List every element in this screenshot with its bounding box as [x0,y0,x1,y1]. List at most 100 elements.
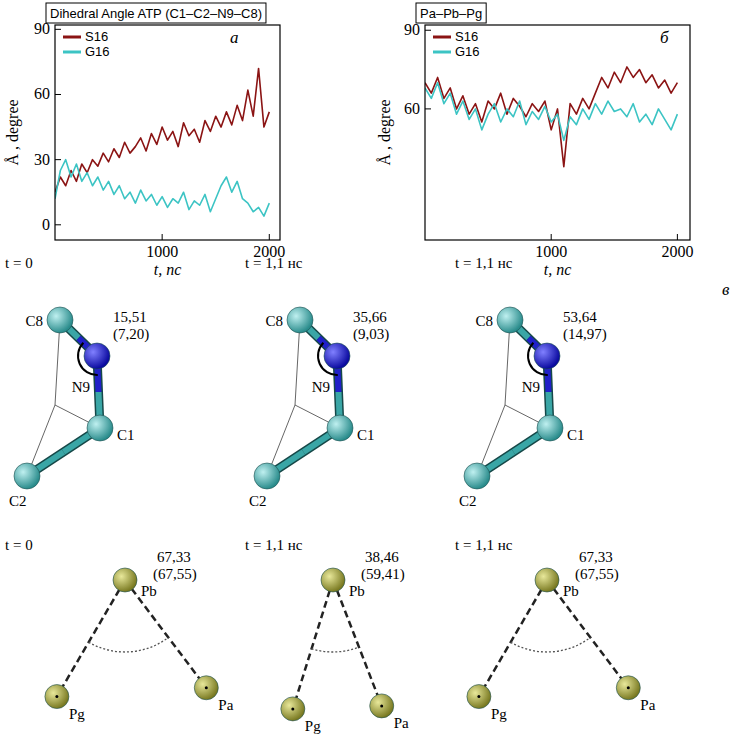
angle-value: 38,46 [365,549,399,565]
y-tick [55,224,61,225]
atom [535,568,559,592]
dihedral-diagram: t = 1,1 нсC8N9C1C253,64(14,97) [455,255,607,509]
title-box [416,3,486,23]
atom [47,307,73,333]
atom-label: N9 [72,379,90,395]
series-line [425,67,677,167]
dihedral-diagram: t = 1,1 нс C8 N9 C1 C2 35,66(9,03) [245,255,389,509]
x-tick [269,234,270,240]
y-tick-label: 0 [42,216,50,233]
time-label: t = 1,1 нс [245,537,303,553]
x-tick-label: 1000 [146,243,178,260]
atom [281,697,305,721]
atom-label: Pa [640,697,655,713]
angle-diagram: t = 0PbPgPa67,33(67,55) [5,537,234,722]
legend-swatch [433,51,451,54]
y-axis-title: Å , degree [376,99,394,165]
atom [327,415,353,441]
y-tick-label: 60 [34,85,50,102]
atom [45,685,69,709]
diagram-panel: вt = 0C8N9C1C215,51(7,20)t = 1,1 нсC8N9C… [5,255,730,734]
atom [497,307,523,333]
atom [616,676,640,700]
y-axis-title: Å , degree [4,99,22,165]
time-label: t = 1,1 нс [455,537,513,553]
atom-label: C8 [475,313,493,329]
atom-label: C2 [459,493,477,509]
angle-value-alt: (14,97) [563,326,607,343]
y-tick [425,108,431,109]
x-tick-label: 2000 [661,243,693,260]
atom-label: C1 [357,427,375,443]
angle-value-alt: (67,55) [575,566,619,583]
series-line [55,160,269,216]
angle-diagram: t = 1,1 нсPbPgPa67,33(67,55) [455,537,656,722]
angle-value: 67,33 [579,549,613,565]
atom [321,568,345,592]
angle-arc [528,343,548,375]
atom-center [205,686,208,689]
angle-value: 67,33 [157,549,191,565]
atom-label: C8 [265,313,283,329]
angle-arc [312,647,359,652]
legend-label: S16 [85,29,108,44]
atom [84,343,110,369]
chart-title: Pa–Pb–Pg [420,6,482,21]
atom-label: Pa [394,715,409,731]
panel-letter: в [722,280,730,299]
atom [537,415,563,441]
chart-title: Dihedral Angle ATP (C1–C2–N9–C8) [50,6,262,21]
plane-line [55,320,100,428]
legend-label: S16 [455,29,478,44]
atom-label: N9 [312,379,330,395]
series-line [425,83,677,141]
atom-center [627,686,630,689]
atom [194,676,218,700]
bond-dashed [293,580,333,709]
bond-dashed [57,580,125,697]
angle-arc [511,637,591,652]
angle-value-alt: (7,20) [113,326,149,343]
bond-dashed [547,580,628,688]
legend-label: G16 [85,44,110,59]
atom-label: C8 [25,313,43,329]
angle-arc [318,343,338,375]
atom [14,463,40,489]
plot-data [55,68,269,216]
plane-line [295,320,340,428]
atom [287,307,313,333]
atom-label: Pb [349,583,365,599]
atom [370,694,394,718]
y-tick [55,94,61,95]
y-tick-label: 60 [404,100,420,117]
angle-diagram: t = 1,1 нсPbPgPa38,46(59,41) [245,537,409,734]
atom-label: C2 [9,493,27,509]
angle-value-alt: (9,03) [353,326,389,343]
atom-label: Pa [218,697,233,713]
atom [467,685,491,709]
angle-value: 35,66 [353,309,387,325]
angle-value-alt: (59,41) [361,566,405,583]
legend-swatch [63,51,81,54]
angle-arc [89,637,169,652]
x-tick [162,234,163,240]
atom [464,463,490,489]
bond-dashed [125,580,206,688]
y-tick [55,29,61,30]
atom-center [291,707,294,710]
x-tick [551,234,552,240]
legend-label: G16 [455,44,480,59]
angle-value-alt: (67,55) [153,566,197,583]
time-label: t = 1,1 нс [245,255,303,271]
atom [87,415,113,441]
y-tick-label: 90 [404,21,420,38]
angle-value: 15,51 [113,309,147,325]
plot-frame [425,25,690,240]
bond-dashed [479,580,547,697]
time-label: t = 0 [5,537,33,553]
title-box [46,3,266,23]
plot-data [425,67,677,167]
atom-label: C2 [249,493,267,509]
x-axis-title: t, пс [154,261,182,278]
atom [534,343,560,369]
